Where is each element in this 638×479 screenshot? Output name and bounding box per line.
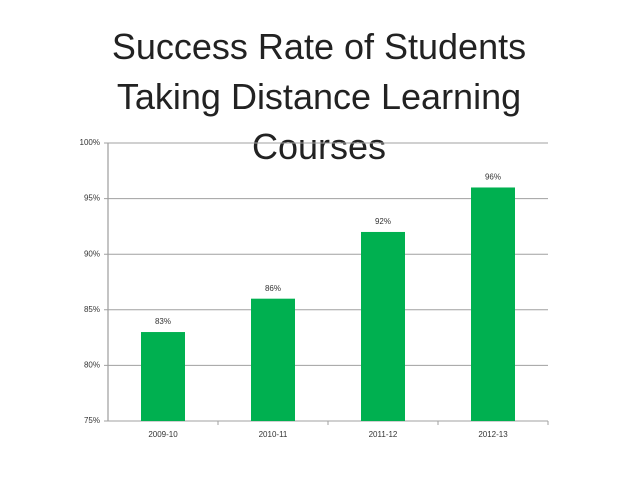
y-tick-label: 95%	[84, 194, 100, 203]
value-label: 96%	[485, 173, 501, 182]
bar	[361, 231, 405, 421]
value-label: 86%	[265, 284, 281, 293]
x-tick-label: 2009-10	[148, 430, 178, 439]
bar	[141, 332, 185, 421]
x-tick-label: 2010-11	[259, 430, 288, 439]
y-tick-label: 85%	[84, 305, 100, 314]
x-tick-label: 2012-13	[478, 430, 508, 439]
y-tick-label: 90%	[84, 249, 100, 258]
y-tick-label: 75%	[84, 416, 100, 425]
y-tick-label: 80%	[84, 361, 100, 370]
chart-title: Success Rate of Students Taking Distance…	[111, 26, 527, 167]
value-label: 83%	[155, 317, 171, 326]
value-label: 92%	[375, 217, 391, 226]
title-box: Success Rate of Students Taking Distance…	[0, 22, 638, 172]
x-tick-label: 2011-12	[369, 430, 398, 439]
y-tick-label: 100%	[80, 138, 100, 147]
bar	[471, 187, 515, 421]
bar	[251, 298, 295, 421]
